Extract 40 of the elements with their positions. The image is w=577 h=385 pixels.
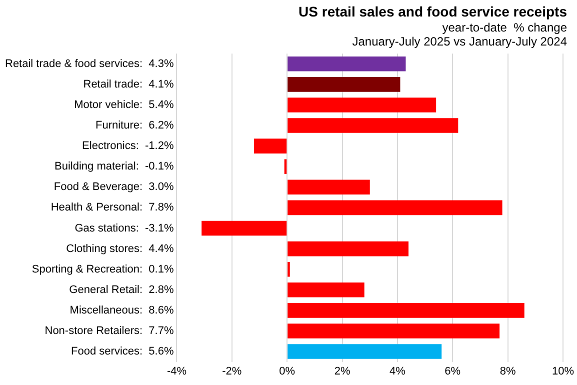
y-tick-label: Gas stations: -3.1% — [74, 222, 174, 234]
bar — [288, 180, 370, 195]
y-tick-label: Health & Personal: 7.8% — [50, 202, 174, 214]
bar — [288, 303, 524, 318]
x-tick-label: 2% — [334, 365, 350, 378]
y-tick-label: Motor vehicle: 5.4% — [74, 99, 174, 111]
y-tick-label: Electronics: -1.2% — [82, 140, 174, 152]
bar — [288, 241, 408, 256]
x-tick-label: 8% — [500, 365, 516, 378]
x-tick-label: 10% — [552, 365, 574, 378]
bar — [254, 138, 287, 154]
y-tick-label: Furniture: 6.2% — [95, 120, 174, 132]
x-tick-label: 4% — [390, 365, 406, 378]
x-tick-label: 0% — [279, 365, 296, 378]
y-tick-label: Clothing stores: 4.4% — [66, 242, 174, 255]
bar — [288, 200, 502, 216]
y-tick-label: Building material: -0.1% — [54, 160, 174, 173]
y-tick-label: Non-store Retailers: 7.7% — [44, 325, 174, 338]
bar — [288, 324, 500, 338]
chart-subtitle: year-to-date % change — [442, 20, 568, 34]
bar — [288, 344, 442, 359]
y-tick-label: Food & Beverage: 3.0% — [54, 181, 174, 194]
bar — [288, 56, 406, 72]
text: January-July 2025 vs January-July 2024 — [352, 34, 568, 49]
bar — [284, 159, 287, 174]
bar — [288, 77, 400, 92]
bar — [288, 282, 364, 298]
y-tick-label: Retail trade & food services: 4.3% — [5, 58, 174, 70]
y-tick-label: Retail trade: 4.1% — [83, 78, 174, 90]
y-tick-label: Miscellaneous: 8.6% — [70, 304, 174, 316]
y-tick-label: General Retail: 2.8% — [69, 284, 174, 296]
x-tick-label: 6% — [444, 365, 461, 378]
x-tick-label: -4% — [166, 365, 187, 378]
y-tick-label: Sporting & Recreation: 0.1% — [32, 263, 174, 276]
chart-title: US retail sales and food service receipts — [298, 3, 568, 20]
bar — [288, 98, 436, 112]
y-tick-label: Food services: 5.6% — [71, 346, 174, 358]
x-tick-label: -2% — [222, 365, 242, 378]
bar — [202, 220, 287, 236]
bar — [288, 118, 458, 133]
